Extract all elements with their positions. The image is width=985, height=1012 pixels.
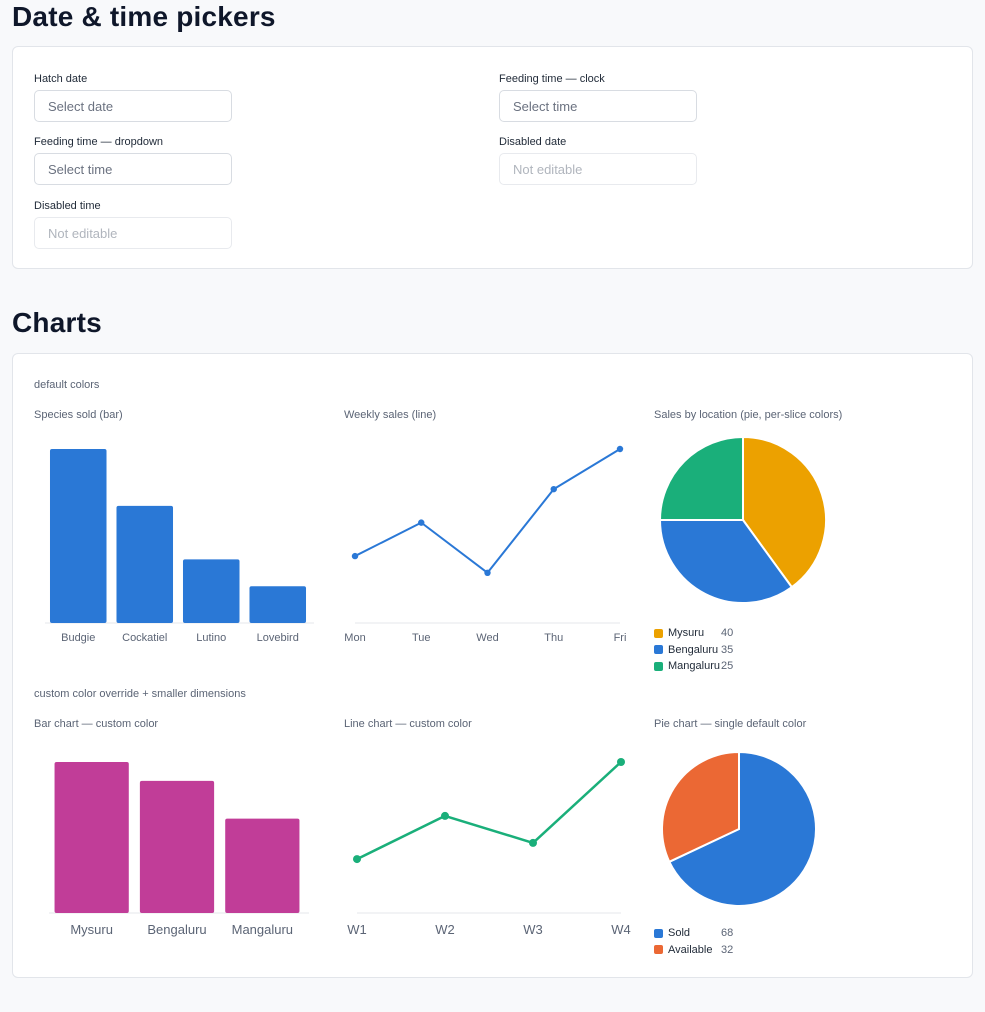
- tick-label-fri: Fri: [614, 632, 627, 644]
- custom-color-note: custom color override + smaller dimensio…: [34, 688, 246, 700]
- tick-label-bengaluru: Bengaluru: [147, 922, 206, 937]
- legend-swatch: [654, 645, 663, 655]
- tick-label-w4: W4: [611, 922, 631, 937]
- legend-label: Mysuru: [668, 627, 705, 640]
- legend-value: 35: [721, 643, 734, 656]
- custom-line-chart: W1 W2 W3 W4: [347, 758, 631, 937]
- hatch-date-label: Hatch date: [34, 73, 88, 85]
- bar-bengaluru: [139, 780, 215, 913]
- feeding-time-dropdown-label: Feeding time — dropdown: [34, 136, 164, 148]
- tick-label-mangaluru: Mangaluru: [232, 922, 293, 937]
- legend-label: Mangaluru: [668, 660, 720, 673]
- legend-swatch: [654, 945, 663, 955]
- tick-label-lutino: Lutino: [196, 632, 226, 644]
- bar-budgie: [49, 449, 107, 623]
- location-pie-chart: [658, 435, 827, 604]
- custom-line-title: Line chart — custom color: [344, 718, 472, 730]
- disabled-date-label: Disabled date: [499, 136, 567, 148]
- charts-heading: Charts: [12, 307, 102, 338]
- slice-bengaluru: [658, 519, 794, 604]
- tick-label-mon: Mon: [344, 632, 365, 644]
- default-colors-note: default colors: [34, 379, 100, 391]
- feeding-time-dropdown-field: Feeding time — dropdown: [34, 135, 232, 185]
- slice-mysuru: [742, 435, 827, 589]
- point-mon: [351, 552, 359, 560]
- hatch-date-input[interactable]: [34, 90, 232, 122]
- slice-mangaluru: [658, 435, 744, 521]
- charts-card: default colors Species sold (bar) Budgie…: [12, 353, 973, 978]
- tick-label-wed: Wed: [476, 632, 498, 644]
- legend-label: Bengaluru: [668, 643, 719, 656]
- legend-item-mangaluru: Mangaluru 25: [654, 658, 733, 675]
- legend-item-bengaluru: Bengaluru 35: [654, 642, 733, 659]
- point-w1: [353, 855, 361, 864]
- tick-label-mysuru: Mysuru: [70, 922, 113, 937]
- tick-label-lovebird: Lovebird: [257, 632, 299, 644]
- hatch-date-field: Hatch date: [34, 72, 232, 122]
- disabled-time-field: Disabled time: [34, 199, 232, 249]
- bar-mangaluru: [225, 818, 300, 913]
- legend-swatch: [654, 628, 663, 638]
- single-pie-chart: [661, 750, 817, 907]
- disabled-date-field: Disabled date: [499, 135, 697, 185]
- custom-bar-title: Bar chart — custom color: [34, 718, 159, 730]
- tick-label-w1: W1: [347, 922, 367, 937]
- legend-label: Sold: [668, 927, 691, 940]
- custom-bar-chart: Mysuru Bengaluru Mangaluru: [49, 762, 309, 937]
- legend-swatch: [654, 928, 663, 938]
- pickers-heading: Date & time pickers: [12, 1, 276, 32]
- slice-sold: [667, 750, 817, 907]
- single-pie-title: Pie chart — single default color: [654, 718, 807, 730]
- pickers-card: Hatch date Feeding time — clock Feeding …: [12, 46, 973, 269]
- tick-label-tue: Tue: [412, 632, 431, 644]
- legend-value: 40: [721, 627, 734, 640]
- legend-item-mysuru: Mysuru 40: [654, 625, 733, 642]
- disabled-time-input: [34, 217, 232, 249]
- bar-lutino: [182, 559, 240, 623]
- legend-value: 25: [721, 660, 734, 673]
- legend-item-available: Available 32: [654, 942, 733, 959]
- weekly-line-chart: Mon Tue Wed Thu Fri: [344, 445, 627, 644]
- feeding-time-clock-field: Feeding time — clock: [499, 72, 697, 122]
- weekly-line-title: Weekly sales (line): [344, 409, 437, 421]
- feeding-time-clock-label: Feeding time — clock: [499, 73, 605, 85]
- location-pie-legend: Mysuru 40 Bengaluru 35 Mangaluru 25: [654, 625, 733, 675]
- feeding-time-clock-input[interactable]: [499, 90, 697, 122]
- legend-item-sold: Sold 68: [654, 925, 733, 942]
- point-w2: [441, 811, 449, 820]
- species-bar-chart: Budgie Cockatiel Lutino Lovebird: [45, 449, 314, 644]
- tick-label-thu: Thu: [544, 632, 563, 644]
- tick-label-w3: W3: [523, 922, 543, 937]
- location-pie-title: Sales by location (pie, per-slice colors…: [654, 409, 843, 421]
- series-line: [354, 448, 621, 574]
- bar-mysuru: [54, 762, 129, 913]
- point-thu: [550, 485, 557, 493]
- point-w3: [529, 838, 537, 847]
- tick-label-budgie: Budgie: [61, 632, 95, 644]
- series-line: [356, 761, 622, 861]
- feeding-time-dropdown-input[interactable]: [34, 153, 232, 185]
- tick-label-cockatiel: Cockatiel: [122, 632, 167, 644]
- slice-available: [661, 750, 740, 864]
- bar-lovebird: [249, 586, 307, 623]
- legend-swatch: [654, 661, 663, 671]
- legend-value: 68: [721, 927, 734, 940]
- species-bar-title: Species sold (bar): [34, 409, 123, 421]
- disabled-time-label: Disabled time: [34, 200, 101, 212]
- legend-label: Available: [668, 943, 713, 956]
- point-tue: [418, 519, 425, 526]
- single-pie-legend: Sold 68 Available 32: [654, 925, 733, 958]
- bar-cockatiel: [116, 505, 174, 623]
- point-fri: [616, 445, 624, 453]
- point-wed: [484, 569, 491, 577]
- point-w4: [617, 758, 625, 766]
- disabled-date-input: [499, 153, 697, 185]
- legend-value: 32: [721, 943, 734, 956]
- tick-label-w2: W2: [435, 922, 455, 937]
